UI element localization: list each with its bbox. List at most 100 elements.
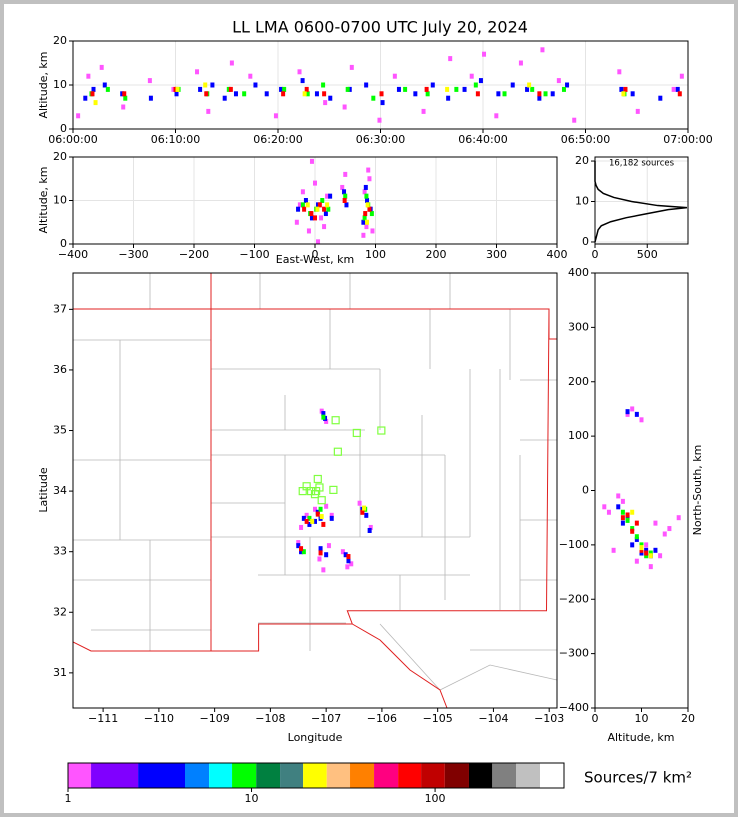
source (99, 64, 104, 70)
source (281, 91, 286, 97)
source (321, 411, 326, 417)
station (331, 416, 340, 425)
source (321, 414, 326, 420)
source (121, 104, 126, 110)
source (325, 193, 330, 199)
source (340, 549, 345, 555)
source (313, 215, 317, 221)
source (229, 60, 234, 66)
source (147, 78, 152, 84)
station (333, 447, 342, 456)
source (362, 505, 367, 511)
x-tick-label: 100 (365, 248, 386, 261)
source (346, 554, 351, 560)
source (320, 198, 325, 203)
source (175, 86, 180, 92)
source (620, 520, 625, 526)
source (634, 558, 639, 564)
x-tick-label: 0 (592, 248, 599, 261)
source (413, 91, 418, 97)
source (630, 542, 635, 548)
source (316, 239, 321, 245)
source (329, 512, 334, 518)
source (317, 556, 322, 562)
y-tick-label: 200 (568, 375, 589, 388)
source (299, 549, 304, 555)
x-axis-label: East-West, km (276, 253, 354, 266)
source (606, 509, 611, 515)
station (315, 483, 324, 492)
source (299, 524, 304, 530)
chart-title: LL LMA 0600-0700 UTC July 20, 2024 (232, 18, 528, 37)
source (530, 86, 535, 92)
source (639, 550, 644, 556)
source (174, 91, 179, 97)
source (304, 86, 309, 92)
source (329, 515, 334, 521)
source (625, 409, 630, 415)
source (315, 206, 320, 212)
source (302, 91, 307, 97)
source (319, 215, 324, 221)
source (321, 567, 326, 573)
source (630, 528, 635, 534)
station (313, 474, 322, 484)
source (307, 521, 312, 527)
colorbar-segment (303, 763, 327, 788)
source (297, 69, 302, 75)
colorbar-segment (280, 763, 304, 788)
source (206, 108, 211, 114)
source (324, 503, 329, 509)
source (363, 211, 368, 217)
source (625, 515, 630, 521)
source (675, 86, 680, 92)
source (120, 91, 125, 97)
source (296, 543, 301, 549)
source (362, 215, 367, 221)
source (326, 206, 331, 212)
source (123, 95, 128, 101)
x-tick-label: −103 (534, 712, 564, 725)
source (307, 515, 312, 521)
colorbar-segment (185, 763, 210, 788)
x-tick-label: 06:00:00 (48, 133, 97, 146)
source (360, 509, 365, 515)
source (462, 86, 467, 92)
y-tick-label: −200 (559, 592, 589, 605)
source (253, 82, 258, 88)
y-tick-label: −400 (559, 701, 589, 714)
colorbar-segment (68, 763, 92, 788)
y-tick-label: −300 (559, 647, 589, 660)
source (644, 542, 649, 548)
source (679, 73, 684, 79)
source (475, 91, 480, 97)
source (644, 553, 649, 559)
colorbar-segment (516, 763, 541, 788)
source (367, 176, 372, 182)
source (550, 91, 555, 97)
x-tick-label: 200 (426, 248, 447, 261)
source (343, 171, 348, 177)
station (317, 496, 326, 505)
source (300, 78, 305, 84)
source (299, 546, 304, 552)
source (315, 511, 320, 517)
colorbar-segment (350, 763, 375, 788)
source (76, 113, 81, 119)
y-axis-label: Altitude, km (37, 51, 50, 118)
source (306, 228, 311, 234)
source (273, 113, 278, 119)
source (620, 515, 625, 521)
source (662, 531, 667, 537)
y-tick-label: 20 (575, 154, 589, 167)
source (322, 224, 327, 230)
colorbar-segment (256, 763, 281, 788)
source (204, 91, 209, 97)
y-tick-label: 20 (53, 34, 67, 47)
source (322, 206, 327, 212)
source (667, 526, 672, 532)
source (639, 545, 644, 551)
x-tick-label: −200 (179, 248, 209, 261)
source (630, 526, 635, 532)
